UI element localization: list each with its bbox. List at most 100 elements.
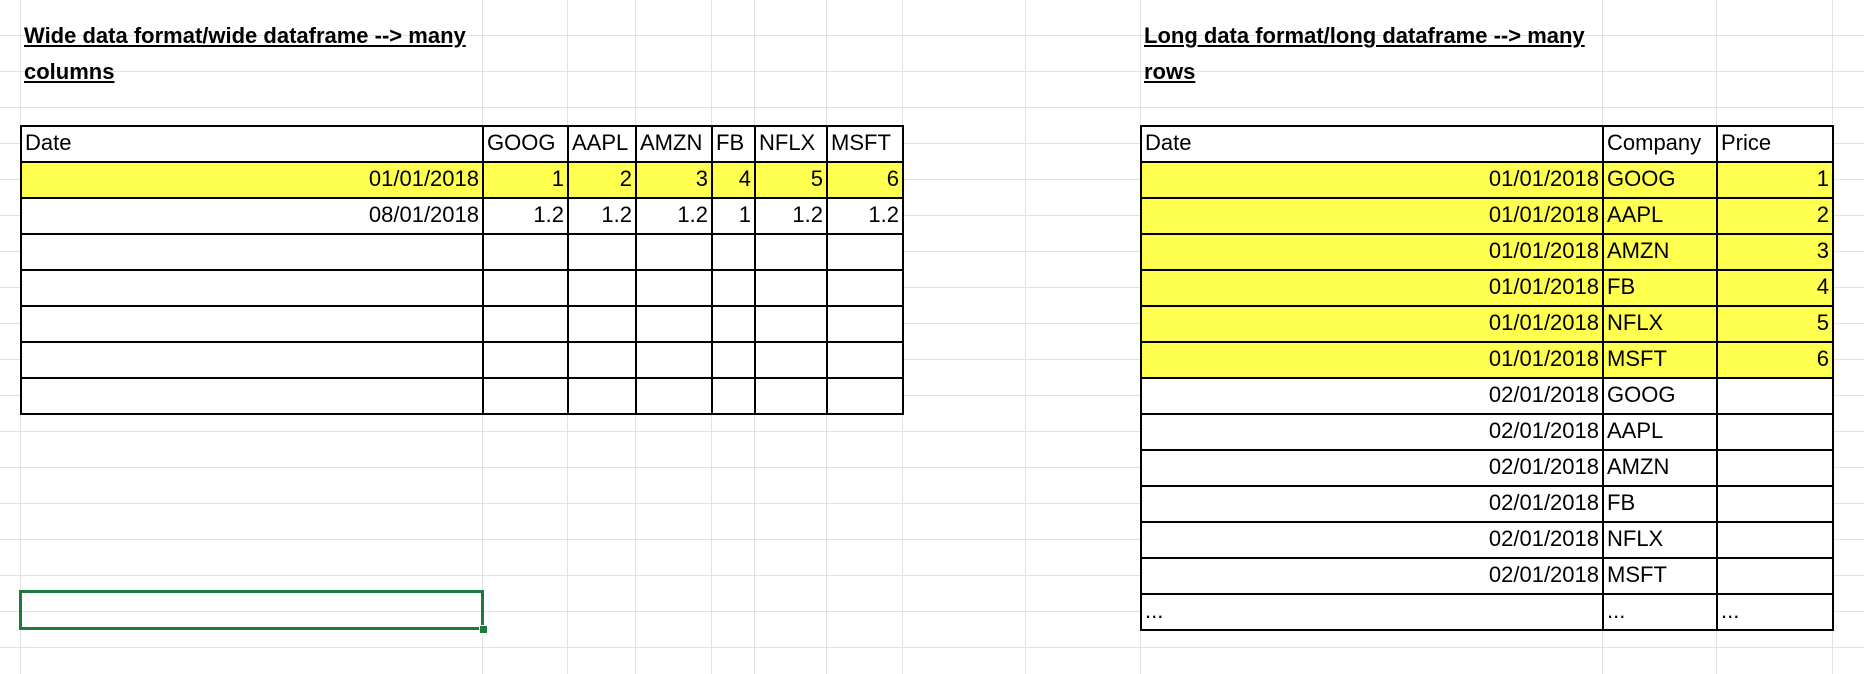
wide-header-aapl[interactable]: AAPL [567, 125, 637, 163]
wide-cell[interactable]: 6 [826, 161, 904, 199]
long-cell[interactable]: 01/01/2018 [1140, 305, 1604, 343]
long-cell[interactable]: AMZN [1602, 233, 1718, 271]
wide-cell[interactable] [826, 341, 904, 379]
wide-cell[interactable] [711, 377, 756, 415]
long-cell[interactable]: AAPL [1602, 413, 1718, 451]
wide-cell[interactable] [20, 377, 484, 415]
wide-cell[interactable] [20, 269, 484, 307]
wide-cell[interactable] [826, 377, 904, 415]
wide-cell[interactable]: 5 [754, 161, 828, 199]
long-cell[interactable]: AAPL [1602, 197, 1718, 235]
wide-cell[interactable]: 1.2 [754, 197, 828, 235]
long-header-price[interactable]: Price [1716, 125, 1834, 163]
long-cell[interactable]: GOOG [1602, 377, 1718, 415]
long-cell[interactable]: 02/01/2018 [1140, 449, 1604, 487]
wide-cell[interactable] [635, 341, 713, 379]
long-cell[interactable]: 01/01/2018 [1140, 233, 1604, 271]
wide-cell[interactable] [20, 341, 484, 379]
wide-cell[interactable] [482, 341, 569, 379]
wide-cell[interactable]: 1.2 [635, 197, 713, 235]
wide-header-fb[interactable]: FB [711, 125, 756, 163]
wide-cell[interactable] [635, 233, 713, 271]
long-cell[interactable]: AMZN [1602, 449, 1718, 487]
long-cell[interactable]: 5 [1716, 305, 1834, 343]
long-cell[interactable]: 3 [1716, 233, 1834, 271]
long-cell[interactable]: 02/01/2018 [1140, 377, 1604, 415]
long-cell[interactable] [1716, 377, 1834, 415]
wide-cell[interactable] [754, 269, 828, 307]
wide-cell[interactable] [826, 233, 904, 271]
wide-cell[interactable] [754, 233, 828, 271]
long-cell[interactable]: NFLX [1602, 521, 1718, 559]
wide-header-nflx[interactable]: NFLX [754, 125, 828, 163]
wide-cell[interactable] [711, 341, 756, 379]
wide-cell[interactable] [635, 305, 713, 343]
wide-header-msft[interactable]: MSFT [826, 125, 904, 163]
wide-cell[interactable]: 3 [635, 161, 713, 199]
wide-cell[interactable]: 1 [482, 161, 569, 199]
wide-cell[interactable]: 1.2 [482, 197, 569, 235]
long-cell[interactable]: 02/01/2018 [1140, 557, 1604, 595]
wide-cell[interactable] [482, 305, 569, 343]
long-cell[interactable]: 01/01/2018 [1140, 341, 1604, 379]
fill-handle[interactable] [479, 625, 488, 634]
long-cell[interactable]: MSFT [1602, 557, 1718, 595]
long-cell[interactable] [1716, 413, 1834, 451]
long-cell[interactable]: 01/01/2018 [1140, 161, 1604, 199]
wide-header-amzn[interactable]: AMZN [635, 125, 713, 163]
long-cell[interactable]: 2 [1716, 197, 1834, 235]
wide-cell[interactable]: 2 [567, 161, 637, 199]
long-cell[interactable]: 1 [1716, 161, 1834, 199]
long-cell[interactable]: 01/01/2018 [1140, 269, 1604, 307]
wide-cell[interactable]: 01/01/2018 [20, 161, 484, 199]
active-cell-selection[interactable] [19, 590, 484, 630]
wide-cell[interactable]: 1 [711, 197, 756, 235]
wide-cell[interactable] [482, 233, 569, 271]
long-cell[interactable]: GOOG [1602, 161, 1718, 199]
wide-cell[interactable] [711, 269, 756, 307]
wide-cell[interactable] [567, 233, 637, 271]
wide-cell[interactable] [826, 269, 904, 307]
long-cell[interactable]: 01/01/2018 [1140, 197, 1604, 235]
long-cell[interactable]: 02/01/2018 [1140, 413, 1604, 451]
long-cell[interactable]: ... [1716, 593, 1834, 631]
wide-cell[interactable]: 1.2 [826, 197, 904, 235]
long-cell[interactable] [1716, 485, 1834, 523]
long-cell[interactable]: MSFT [1602, 341, 1718, 379]
wide-cell[interactable] [482, 377, 569, 415]
wide-cell[interactable] [635, 269, 713, 307]
wide-cell[interactable] [711, 233, 756, 271]
long-cell[interactable] [1716, 557, 1834, 595]
wide-cell[interactable] [826, 305, 904, 343]
wide-header-goog[interactable]: GOOG [482, 125, 569, 163]
long-cell[interactable] [1716, 521, 1834, 559]
wide-cell[interactable] [567, 341, 637, 379]
long-header-date[interactable]: Date [1140, 125, 1604, 163]
long-header-company[interactable]: Company [1602, 125, 1718, 163]
long-cell[interactable]: 02/01/2018 [1140, 521, 1604, 559]
wide-cell[interactable] [567, 269, 637, 307]
wide-cell[interactable] [754, 377, 828, 415]
long-cell[interactable]: 02/01/2018 [1140, 485, 1604, 523]
long-cell[interactable] [1716, 449, 1834, 487]
wide-cell[interactable] [754, 305, 828, 343]
long-cell[interactable]: 4 [1716, 269, 1834, 307]
wide-header-date[interactable]: Date [20, 125, 484, 163]
long-cell[interactable]: ... [1140, 593, 1604, 631]
wide-cell[interactable]: 4 [711, 161, 756, 199]
wide-cell[interactable] [20, 305, 484, 343]
wide-cell[interactable]: 08/01/2018 [20, 197, 484, 235]
wide-cell[interactable] [754, 341, 828, 379]
wide-cell[interactable] [711, 305, 756, 343]
long-cell[interactable]: FB [1602, 485, 1718, 523]
wide-cell[interactable] [567, 377, 637, 415]
wide-cell[interactable] [567, 305, 637, 343]
wide-cell[interactable] [635, 377, 713, 415]
wide-cell[interactable] [20, 233, 484, 271]
long-cell[interactable]: ... [1602, 593, 1718, 631]
wide-cell[interactable]: 1.2 [567, 197, 637, 235]
long-cell[interactable]: NFLX [1602, 305, 1718, 343]
wide-cell[interactable] [482, 269, 569, 307]
long-cell[interactable]: FB [1602, 269, 1718, 307]
